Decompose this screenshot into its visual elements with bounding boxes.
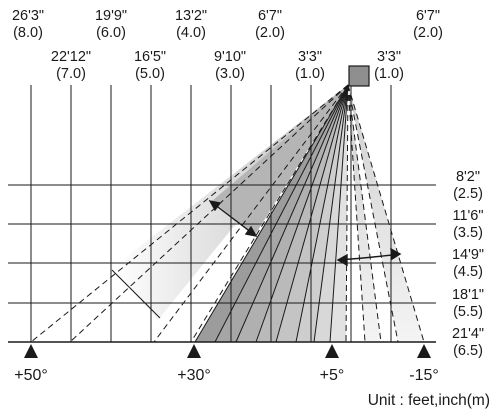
angle-label: -15° [409,367,439,384]
zone-edge-line [111,269,161,319]
solid-rays [194,84,349,343]
grid [8,85,436,343]
dashed-rays [30,84,425,343]
mount-markers [24,344,431,358]
right-label-ft: 14'9" [452,247,484,263]
top-labels-row1: 26'3" (8.0) 19'9" (6.0) 13'2" (4.0) 6'7"… [12,8,443,41]
right-label-m: (4.5) [453,264,483,280]
top-label-m: (5.0) [135,66,165,82]
top-label-m: (2.0) [255,25,285,41]
top-label-ft: 3'3" [377,49,401,65]
angle-labels: +50° +30° +5° -15° [14,367,439,384]
top-label-m: (7.0) [56,66,86,82]
right-label-ft: 21'4" [452,326,484,342]
triangle-marker-icon [417,344,431,358]
right-label-ft: 8'2" [456,169,480,185]
angle-label: +30° [177,367,211,384]
arrow-head-icon [208,200,222,212]
top-label-m: (6.0) [96,25,126,41]
triangle-marker-icon [325,344,339,358]
top-label-m: (8.0) [13,25,43,41]
arrow-head-icon [244,225,258,237]
top-label-ft: 19'9" [95,8,127,24]
top-label-ft: 26'3" [12,8,44,24]
top-label-ft: 3'3" [298,49,322,65]
top-label-ft: 6'7" [258,8,282,24]
angle-label: +50° [14,367,48,384]
top-label-ft: 9'10" [214,49,246,65]
right-label-m: (3.5) [453,225,483,241]
right-label-m: (5.5) [453,304,483,320]
top-labels-row2: 22'12" (7.0) 16'5" (5.0) 9'10" (3.0) 3'3… [51,49,404,82]
triangle-marker-icon [187,344,201,358]
zone-plus50-outer [212,85,348,235]
top-label-ft: 22'12" [51,49,91,65]
top-label-m: (3.0) [215,66,245,82]
range-arrows [111,200,402,319]
top-label-m: (1.0) [374,66,404,82]
top-label-ft: 13'2" [175,8,207,24]
top-label-ft: 16'5" [134,49,166,65]
right-label-ft: 11'6" [452,208,483,224]
top-label-m: (1.0) [295,66,325,82]
sensor-icon [348,65,370,87]
right-label-m: (2.5) [453,186,483,202]
top-label-ft: 6'7" [416,8,440,24]
top-label-m: (2.0) [413,25,443,41]
right-label-ft: 18'1" [452,287,484,303]
triangle-marker-icon [24,344,38,358]
top-label-m: (4.0) [176,25,206,41]
right-labels: 8'2" (2.5) 11'6" (3.5) 14'9" (4.5) 18'1"… [452,169,484,359]
arrow-head-icon [390,247,402,261]
angle-label: +5° [320,367,345,384]
arrow-head-icon [336,253,348,267]
right-label-m: (6.5) [453,343,483,359]
unit-label: Unit : feet,inch(m) [368,392,490,409]
